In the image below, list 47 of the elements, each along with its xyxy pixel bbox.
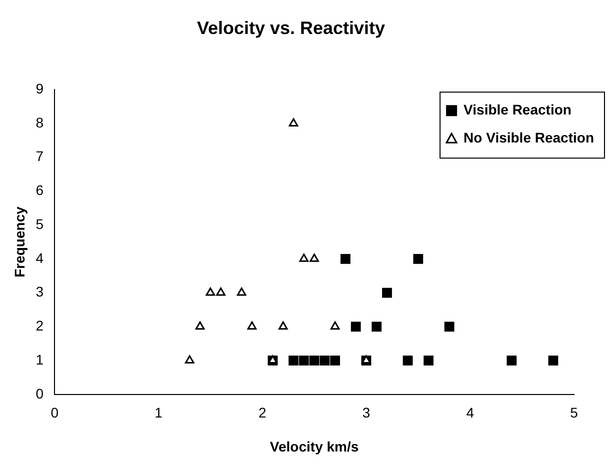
point — [299, 254, 309, 262]
y-axis-title: Frequency — [11, 206, 28, 278]
point — [402, 356, 413, 366]
y-tick-label: 2 — [36, 318, 44, 334]
point — [330, 321, 340, 330]
point — [320, 356, 330, 366]
y-tick-label: 5 — [36, 216, 44, 232]
point — [350, 322, 361, 332]
point — [288, 118, 298, 126]
point — [413, 254, 424, 264]
point — [288, 356, 298, 366]
point — [330, 356, 340, 366]
x-tick-label: 5 — [570, 404, 578, 421]
point — [236, 288, 246, 296]
point — [310, 254, 319, 262]
point — [506, 356, 517, 366]
y-tick-label: 0 — [36, 385, 44, 402]
y-tick-label: 8 — [36, 114, 44, 130]
y-tick-label: 3 — [36, 284, 44, 300]
point — [444, 322, 454, 332]
x-tick-label: 1 — [154, 404, 163, 421]
legend-label: Visible Reaction — [464, 101, 572, 118]
point — [184, 355, 194, 364]
chart-title: Velocity vs. Reactivity — [196, 18, 386, 38]
point — [382, 288, 392, 298]
point — [298, 356, 309, 366]
point — [247, 321, 257, 330]
point — [206, 288, 216, 296]
x-tick-label: 0 — [50, 404, 59, 421]
x-axis-title: Velocity km/s — [270, 438, 359, 454]
point — [340, 254, 350, 264]
point — [216, 288, 226, 296]
y-tick-label: 6 — [36, 182, 44, 198]
y-tick-label: 7 — [36, 148, 44, 164]
point — [195, 321, 205, 330]
point — [424, 356, 434, 366]
legend-label: No Visible Reaction — [464, 129, 594, 146]
point — [309, 356, 320, 366]
x-tick-label: 2 — [258, 404, 266, 421]
x-tick-label: 4 — [466, 404, 474, 421]
y-tick-label: 4 — [36, 250, 44, 266]
x-tick-label: 3 — [362, 404, 370, 421]
point — [548, 356, 558, 366]
y-tick-label: 9 — [36, 80, 44, 96]
point — [278, 321, 288, 330]
point — [372, 322, 382, 332]
y-tick-label: 1 — [36, 351, 44, 368]
